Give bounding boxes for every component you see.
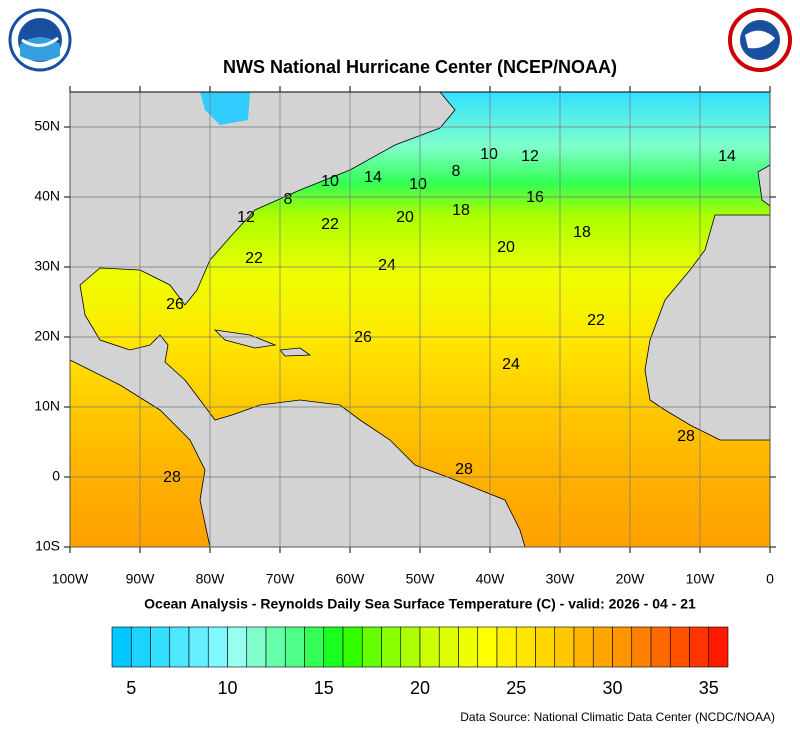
hudson-bay (200, 92, 250, 125)
subtitle: Ocean Analysis - Reynolds Daily Sea Surf… (144, 596, 696, 612)
colorbar-cell (612, 626, 633, 668)
contour-label: 14 (718, 148, 736, 165)
x-tick-label: 60W (336, 571, 366, 587)
contour-label: 10 (480, 146, 498, 163)
contour-label: 22 (245, 250, 263, 267)
colorbar-cell (304, 626, 325, 668)
colorbar-cell (207, 626, 228, 668)
x-tick-label: 30W (546, 571, 576, 587)
contour-label: 10 (321, 173, 339, 190)
data-source: Data Source: National Climatic Data Cent… (460, 710, 775, 724)
colorbar-cell (323, 626, 344, 668)
x-tick-label: 0 (766, 571, 774, 587)
colorbar-cell (669, 626, 690, 668)
contour-label: 8 (284, 191, 293, 208)
contour-label: 28 (163, 469, 181, 486)
contour-label: 20 (396, 209, 414, 226)
y-tick-label: 40N (34, 188, 60, 204)
colorbar-cell (381, 626, 402, 668)
y-tick-label: 50N (34, 118, 60, 134)
colorbar-cell (227, 626, 248, 668)
colorbar-label: 5 (126, 678, 136, 698)
x-tick-label: 70W (266, 571, 296, 587)
colorbar-label: 20 (410, 678, 430, 698)
colorbar-label: 35 (699, 678, 719, 698)
contour-label: 12 (237, 209, 255, 226)
y-tick-label: 10S (35, 538, 60, 554)
contour-label: 16 (526, 189, 544, 206)
contour-label: 14 (364, 169, 382, 186)
contour-label: 8 (452, 163, 461, 180)
colorbar-cell (458, 626, 479, 668)
colorbar-cell (535, 626, 556, 668)
colorbar-cell (592, 626, 613, 668)
title: NWS National Hurricane Center (NCEP/NOAA… (223, 57, 617, 77)
x-tick-label: 20W (616, 571, 646, 587)
noaa-logo (8, 8, 72, 72)
contour-label: 26 (166, 296, 184, 313)
contour-label: 22 (321, 216, 339, 233)
colorbar-cell (515, 626, 536, 668)
colorbar-cell (130, 626, 151, 668)
colorbar-cell (169, 626, 190, 668)
colorbar-cell (419, 626, 440, 668)
contour-label: 22 (587, 312, 605, 329)
contour-label: 10 (409, 176, 427, 193)
contour-label: 18 (573, 224, 591, 241)
colorbar-cell (111, 626, 132, 668)
colorbar-cell (188, 626, 209, 668)
colorbar-label: 15 (314, 678, 334, 698)
colorbar-label: 30 (602, 678, 622, 698)
colorbar-cell (650, 626, 671, 668)
contour-label: 26 (354, 329, 372, 346)
y-tick-label: 0 (52, 468, 60, 484)
x-tick-label: 50W (406, 571, 436, 587)
colorbar-cell (284, 626, 305, 668)
colorbar-cell (631, 626, 652, 668)
colorbar-cell (342, 626, 363, 668)
y-tick-label: 20N (34, 328, 60, 344)
colorbar-cell (438, 626, 459, 668)
colorbar-cell (400, 626, 421, 668)
contour-label: 28 (677, 428, 695, 445)
x-tick-label: 40W (476, 571, 506, 587)
colorbar-cell (150, 626, 171, 668)
colorbar-cell (246, 626, 267, 668)
x-tick-label: 80W (196, 571, 226, 587)
contour-label: 18 (452, 202, 470, 219)
contour-label: 20 (497, 239, 515, 256)
x-tick-label: 100W (52, 571, 89, 587)
x-tick-label: 10W (686, 571, 716, 587)
colorbar-label: 10 (217, 678, 237, 698)
nws-logo (728, 8, 792, 72)
y-tick-label: 10N (34, 398, 60, 414)
colorbar-cell (361, 626, 382, 668)
contour-label: 24 (502, 356, 520, 373)
colorbar-cell (265, 626, 286, 668)
colorbar-cell (708, 626, 729, 668)
colorbar-cell (573, 626, 594, 668)
contour-label: 12 (521, 148, 539, 165)
contour-label: 24 (378, 257, 396, 274)
colorbar-label: 25 (506, 678, 526, 698)
colorbar-cell (554, 626, 575, 668)
y-tick-label: 30N (34, 258, 60, 274)
colorbar-cell (496, 626, 517, 668)
contour-label: 28 (455, 461, 473, 478)
x-tick-label: 90W (126, 571, 156, 587)
colorbar-cell (477, 626, 498, 668)
colorbar-cell (689, 626, 710, 668)
